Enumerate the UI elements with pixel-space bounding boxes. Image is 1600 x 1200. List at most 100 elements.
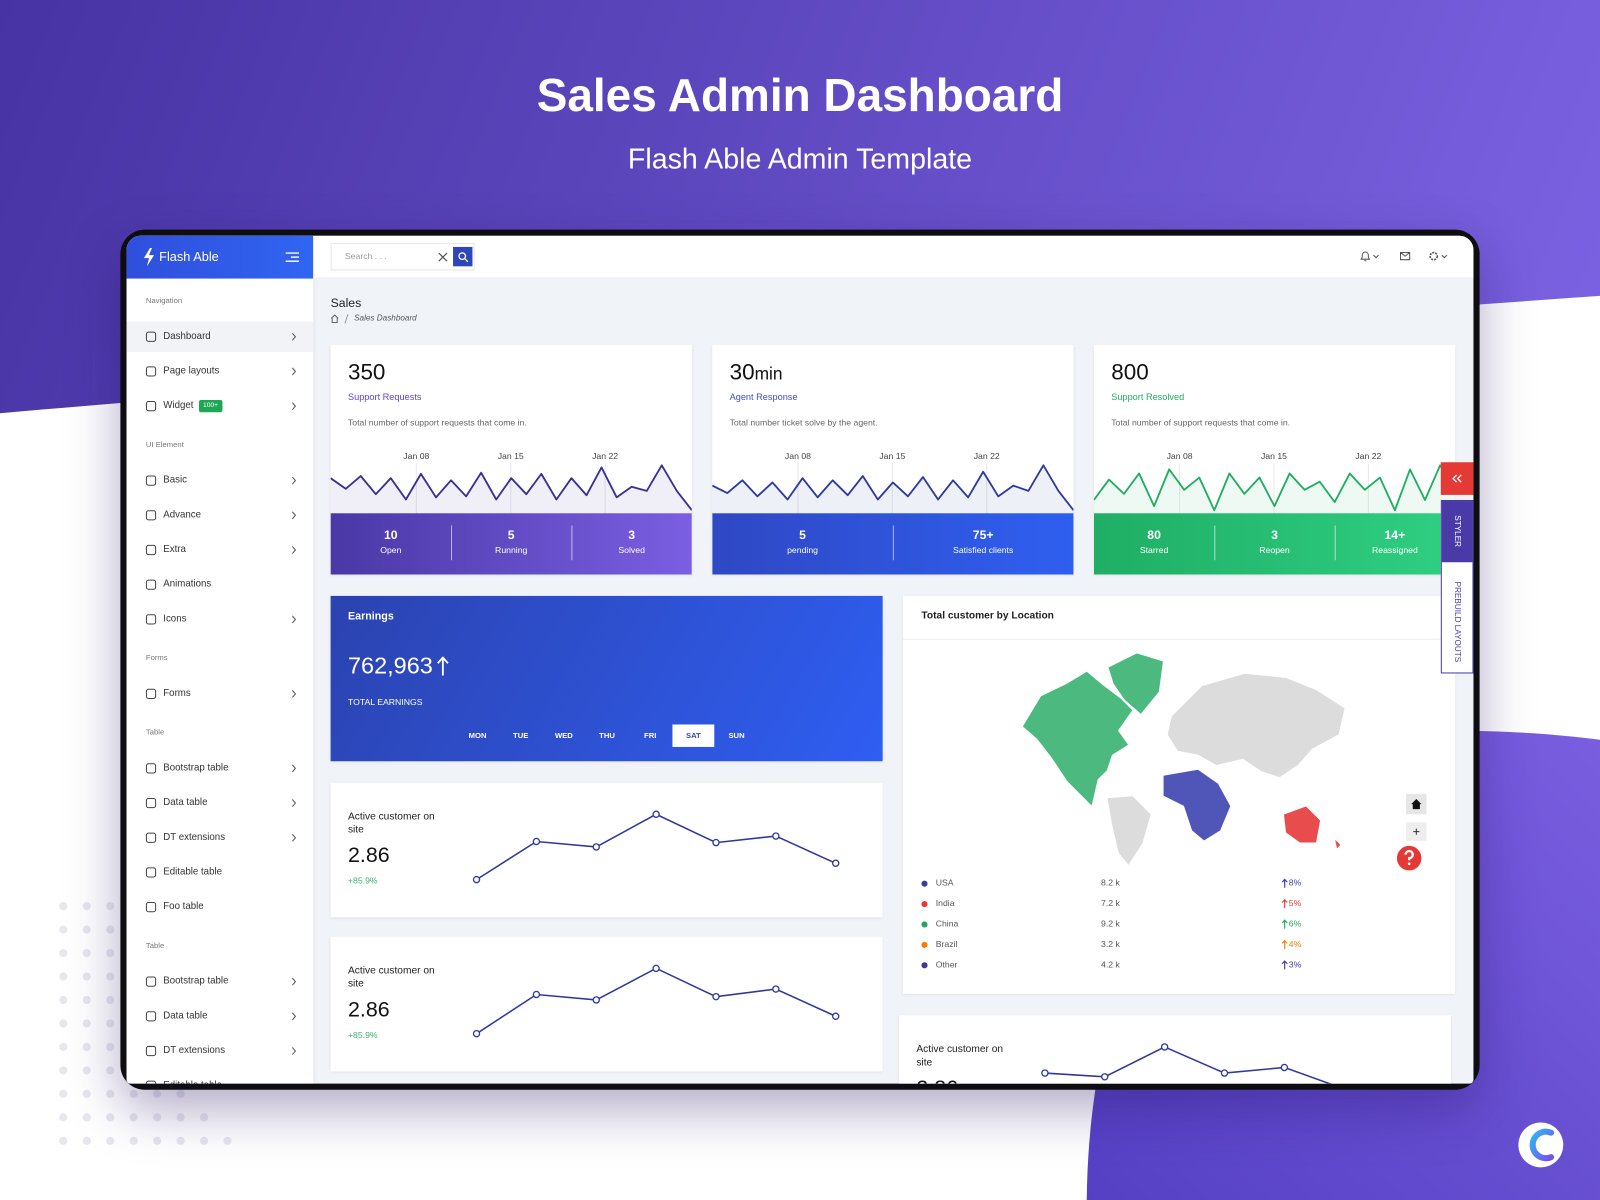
map-home-button[interactable] xyxy=(1406,793,1427,815)
change-arrow xyxy=(1281,960,1288,970)
stat-band: 10 Open 5 Running 3 Solved xyxy=(330,513,692,575)
nav-item[interactable]: Basic xyxy=(127,465,314,496)
nav-item[interactable]: Bootstrap table xyxy=(127,753,314,784)
nav-item[interactable]: Advance xyxy=(127,500,314,531)
day-tab[interactable]: TUE xyxy=(513,730,529,740)
earnings-card: Earnings 762,963 TOTAL EARNINGS MON TUE WED TH… xyxy=(330,595,883,762)
nav-item[interactable]: Animations xyxy=(127,569,314,600)
nav-item[interactable]: Editable table xyxy=(127,1070,314,1084)
nav-item-label: Extra xyxy=(163,543,186,556)
settings-button[interactable] xyxy=(1429,250,1451,264)
stat-unit: min xyxy=(754,364,783,384)
brand-icon xyxy=(143,247,155,267)
icon-shape xyxy=(145,401,157,412)
point xyxy=(532,837,541,846)
band-divider xyxy=(571,525,573,561)
eurasia xyxy=(1167,673,1346,778)
day-tab[interactable]: MON xyxy=(468,730,487,740)
nav-item[interactable]: Forms xyxy=(127,679,314,710)
point xyxy=(652,964,660,973)
day-tab[interactable]: SAT xyxy=(672,724,715,747)
sparkline-chart xyxy=(1093,463,1456,514)
day-tab[interactable]: FRI xyxy=(644,730,657,740)
day-tab[interactable]: THU xyxy=(599,730,615,740)
region-value: 4.2 k xyxy=(1101,959,1120,970)
top-header: Search . . . xyxy=(313,235,1474,279)
legend-dot xyxy=(921,962,928,969)
icon-shape xyxy=(145,902,157,913)
icon-shape xyxy=(145,763,157,774)
styler-tab-label[interactable]: STYLER xyxy=(1441,501,1473,563)
dot xyxy=(59,995,68,1005)
change-arrow xyxy=(1281,878,1288,888)
dot xyxy=(82,1066,91,1075)
page-title: Sales xyxy=(330,295,362,311)
brand-name: Flash Able xyxy=(159,249,219,265)
nav-item[interactable]: Data table xyxy=(127,1001,314,1032)
bell-button[interactable] xyxy=(1360,250,1382,264)
nav-item-label: DT extensions xyxy=(163,831,226,843)
icon-shape xyxy=(145,797,157,809)
map-zoom-in[interactable] xyxy=(1406,822,1427,841)
dot xyxy=(106,1136,115,1145)
nav-item-label: Advance xyxy=(163,509,202,521)
nav-item[interactable]: Widget 100+ xyxy=(127,391,314,422)
search-button[interactable] xyxy=(453,246,473,267)
day-tab[interactable]: SUN xyxy=(728,730,745,740)
nav-chevron xyxy=(291,833,297,842)
styler-toggle[interactable] xyxy=(1440,462,1474,495)
legend-dot xyxy=(921,901,928,908)
dot xyxy=(82,1113,91,1122)
nav-item[interactable]: Page layouts xyxy=(127,356,314,387)
band-stat-label: Solved xyxy=(618,544,645,556)
nav-item[interactable]: Editable table xyxy=(127,857,314,888)
date-label: Jan 15 xyxy=(1260,451,1288,462)
nav-item[interactable]: Data table xyxy=(127,788,314,819)
date-label: Jan 08 xyxy=(1166,451,1193,462)
nav-item[interactable]: Extra xyxy=(127,535,314,566)
band-stat-value: 5 xyxy=(507,527,515,542)
nav-section-label: Table xyxy=(145,727,165,737)
active-customer-title: Active customer on site xyxy=(916,1043,1004,1069)
nav-item-label: Basic xyxy=(163,474,187,486)
line xyxy=(476,967,837,1035)
nav-item[interactable]: Foo table xyxy=(127,892,314,923)
change-arrow xyxy=(1281,898,1288,909)
mail-button[interactable] xyxy=(1399,250,1422,264)
location-card: Total customer by Location USA 8.2 k 8% Indi… xyxy=(903,595,1456,994)
legend-dot xyxy=(921,941,928,948)
sidebar: Flash Able Navigation Dashboard Page layout… xyxy=(126,235,314,1084)
chevron xyxy=(291,977,297,986)
point xyxy=(831,859,840,867)
nav-item[interactable]: DT extensions xyxy=(127,1036,314,1067)
icon-shape xyxy=(145,579,157,590)
icon-shape xyxy=(145,1080,157,1084)
band-divider xyxy=(1334,525,1336,561)
stat-card: 350 Support Requests Total number of suppo… xyxy=(330,344,692,575)
search-box[interactable]: Search . . . xyxy=(330,242,475,271)
point xyxy=(1101,1073,1109,1081)
dot xyxy=(106,995,115,1005)
nav-item[interactable]: DT extensions xyxy=(127,822,314,853)
dot xyxy=(106,1042,115,1052)
styler-tab: STYLER PREBUILD LAYOUTS xyxy=(1440,499,1474,674)
prebuild-tab-label[interactable]: PREBUILD LAYOUTS xyxy=(1453,581,1463,662)
stat-value-row: 350 xyxy=(348,359,385,386)
nav-item[interactable]: Icons xyxy=(127,604,314,635)
nav-badge: 100+ xyxy=(198,399,223,413)
nav-item-label: Editable table xyxy=(163,1079,222,1084)
nav-item[interactable]: Bootstrap table xyxy=(127,966,314,997)
help-button[interactable] xyxy=(1394,843,1424,873)
day-tab[interactable]: WED xyxy=(554,730,573,740)
active-customer-card: Active customer on site 2.86 +85.9% xyxy=(330,936,883,1072)
point xyxy=(712,992,720,1001)
card-divider xyxy=(903,638,1456,640)
dot xyxy=(921,941,928,948)
active-customer-card: Active customer on site 2.86 +85.9% xyxy=(330,782,883,918)
nav-section-label: Navigation xyxy=(145,295,183,306)
nav-item[interactable]: Dashboard xyxy=(126,321,314,353)
dot xyxy=(82,1042,91,1052)
nav-icon xyxy=(145,902,157,913)
band-stat-label: Open xyxy=(380,544,402,556)
dot xyxy=(106,902,115,911)
